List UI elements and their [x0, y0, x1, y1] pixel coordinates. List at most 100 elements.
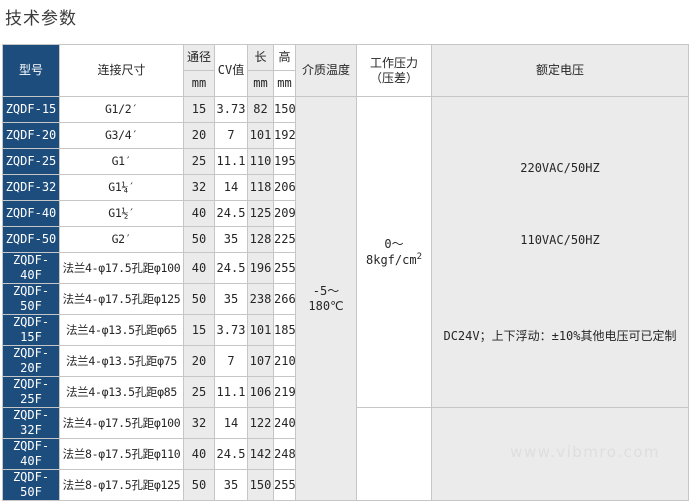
header-height: 高 — [273, 44, 296, 71]
cell-connection: G1′ — [59, 148, 184, 175]
table-row: ZQDF-50 G2′ 50 35 128 225 — [2, 226, 689, 253]
table-row: ZQDF-20 G3/4′ 20 7 101 192 — [2, 122, 689, 149]
cell-diameter: 15 — [183, 96, 215, 123]
table-body: ZQDF-15 G1/2′ 15 3.73 82 150 -5～180℃ 0～8kgf/cm2… — [2, 96, 689, 501]
cell-height: 225 — [273, 226, 296, 253]
voltage-line-ac220: 220VAC/50HZ — [520, 161, 600, 175]
cell-rated-voltage: 220VAC/50HZ 110VAC/50HZ DC24V；上下浮动：±10%其他电… — [431, 96, 689, 408]
cell-height: 255 — [273, 252, 296, 284]
cell-diameter: 15 — [183, 314, 215, 346]
cell-height: 255 — [273, 469, 296, 501]
table-header: 型号 连接尺寸 通径 CV值 长 高 介质温度 工作压力 （压差） 额定电压 m… — [2, 44, 689, 97]
header-model: 型号 — [2, 44, 60, 97]
cell-connection: 法兰4-φ17.5孔距φ100 — [59, 252, 184, 284]
cell-cv: 3.73 — [214, 314, 248, 346]
table-row: ZQDF-40 G1½′ 40 24.5 125 209 — [2, 200, 689, 227]
cell-height: 195 — [273, 148, 296, 175]
table-row: ZQDF-50F 法兰4-φ17.5孔距φ125 50 35 238 266 — [2, 283, 689, 315]
cell-model: ZQDF-15 — [2, 96, 60, 123]
cell-length: 101 — [247, 122, 274, 149]
cell-diameter: 20 — [183, 345, 215, 377]
cell-cv: 7 — [214, 122, 248, 149]
cell-length: 82 — [247, 96, 274, 123]
cell-length: 128 — [247, 226, 274, 253]
cell-length: 107 — [247, 345, 274, 377]
header-working-pressure-line1: 工作压力 — [369, 55, 418, 70]
cell-connection: G1/2′ — [59, 96, 184, 123]
header-working-pressure: 工作压力 （压差） — [356, 44, 432, 97]
cell-connection: 法兰4-φ13.5孔距φ75 — [59, 345, 184, 377]
cell-height: 266 — [273, 283, 296, 315]
cell-length: 150 — [247, 469, 274, 501]
cell-length: 125 — [247, 200, 274, 227]
watermark: www.vibmro.com — [510, 443, 660, 461]
cell-diameter: 50 — [183, 283, 215, 315]
cell-length: 118 — [247, 174, 274, 201]
cell-connection: G3/4′ — [59, 122, 184, 149]
cell-diameter: 25 — [183, 148, 215, 175]
cell-connection: 法兰4-φ17.5孔距φ125 — [59, 283, 184, 315]
header-diameter: 通径 — [183, 44, 215, 71]
table-row: ZQDF-40F 法兰4-φ17.5孔距φ100 40 24.5 196 255 — [2, 252, 689, 284]
cell-diameter: 20 — [183, 122, 215, 149]
cell-connection: G1½′ — [59, 200, 184, 227]
cell-height: 209 — [273, 200, 296, 227]
cell-diameter: 32 — [183, 407, 215, 439]
cell-diameter: 50 — [183, 469, 215, 501]
voltage-line-dc24: DC24V；上下浮动：±10%其他电压可已定制 — [443, 329, 677, 343]
cell-diameter: 40 — [183, 252, 215, 284]
header-length-unit: mm — [247, 70, 274, 97]
cell-cv: 11.1 — [214, 376, 248, 408]
cell-length: 106 — [247, 376, 274, 408]
table-row: ZQDF-15F 法兰4-φ13.5孔距φ65 15 3.73 101 185 — [2, 314, 689, 346]
header-length: 长 — [247, 44, 274, 71]
cell-model: ZQDF-50F — [2, 283, 60, 315]
header-working-pressure-line2: （压差） — [369, 70, 418, 85]
cell-model: ZQDF-50F — [2, 469, 60, 501]
cell-height: 219 — [273, 376, 296, 408]
cell-model: ZQDF-20 — [2, 122, 60, 149]
cell-height: 240 — [273, 407, 296, 439]
header-rated-voltage: 额定电压 — [431, 44, 689, 97]
cell-connection: G1¼′ — [59, 174, 184, 201]
cell-connection: 法兰8-φ17.5孔距φ125 — [59, 469, 184, 501]
cell-height: 206 — [273, 174, 296, 201]
cell-model: ZQDF-25F — [2, 376, 60, 408]
cell-model: ZQDF-20F — [2, 345, 60, 377]
cell-model: ZQDF-40 — [2, 200, 60, 227]
cell-medium-temp: -5～180℃ — [295, 96, 357, 501]
table-row: ZQDF-25 G1′ 25 11.1 110 195 — [2, 148, 689, 175]
cell-cv: 35 — [214, 226, 248, 253]
pressure-value: 0～8kgf/cm — [366, 236, 417, 267]
cell-connection: 法兰4-φ17.5孔距φ100 — [59, 407, 184, 439]
cell-model: ZQDF-32 — [2, 174, 60, 201]
cell-length: 238 — [247, 283, 274, 315]
header-height-unit: mm — [273, 70, 296, 97]
cell-model: ZQDF-25 — [2, 148, 60, 175]
cell-connection: G2′ — [59, 226, 184, 253]
cell-cv: 24.5 — [214, 252, 248, 284]
cell-working-pressure-empty — [356, 407, 432, 501]
header-diameter-unit: mm — [183, 70, 215, 97]
cell-height: 150 — [273, 96, 296, 123]
voltage-line-ac110: 110VAC/50HZ — [520, 233, 600, 247]
cell-height: 185 — [273, 314, 296, 346]
cell-height: 192 — [273, 122, 296, 149]
header-row-1: 型号 连接尺寸 通径 CV值 长 高 介质温度 工作压力 （压差） 额定电压 — [2, 44, 689, 97]
pressure-superscript: 2 — [416, 251, 422, 262]
cell-cv: 14 — [214, 407, 248, 439]
cell-model: ZQDF-50 — [2, 226, 60, 253]
cell-working-pressure: 0～8kgf/cm2 — [356, 96, 432, 408]
cell-cv: 24.5 — [214, 438, 248, 470]
cell-model: ZQDF-32F — [2, 407, 60, 439]
cell-height: 248 — [273, 438, 296, 470]
spec-table: 型号 连接尺寸 通径 CV值 长 高 介质温度 工作压力 （压差） 额定电压 m… — [2, 44, 689, 501]
cell-diameter: 50 — [183, 226, 215, 253]
cell-cv: 35 — [214, 283, 248, 315]
cell-length: 110 — [247, 148, 274, 175]
cell-cv: 11.1 — [214, 148, 248, 175]
header-connection: 连接尺寸 — [59, 44, 184, 97]
header-medium-temp: 介质温度 — [295, 44, 357, 97]
cell-length: 122 — [247, 407, 274, 439]
cell-diameter: 32 — [183, 174, 215, 201]
